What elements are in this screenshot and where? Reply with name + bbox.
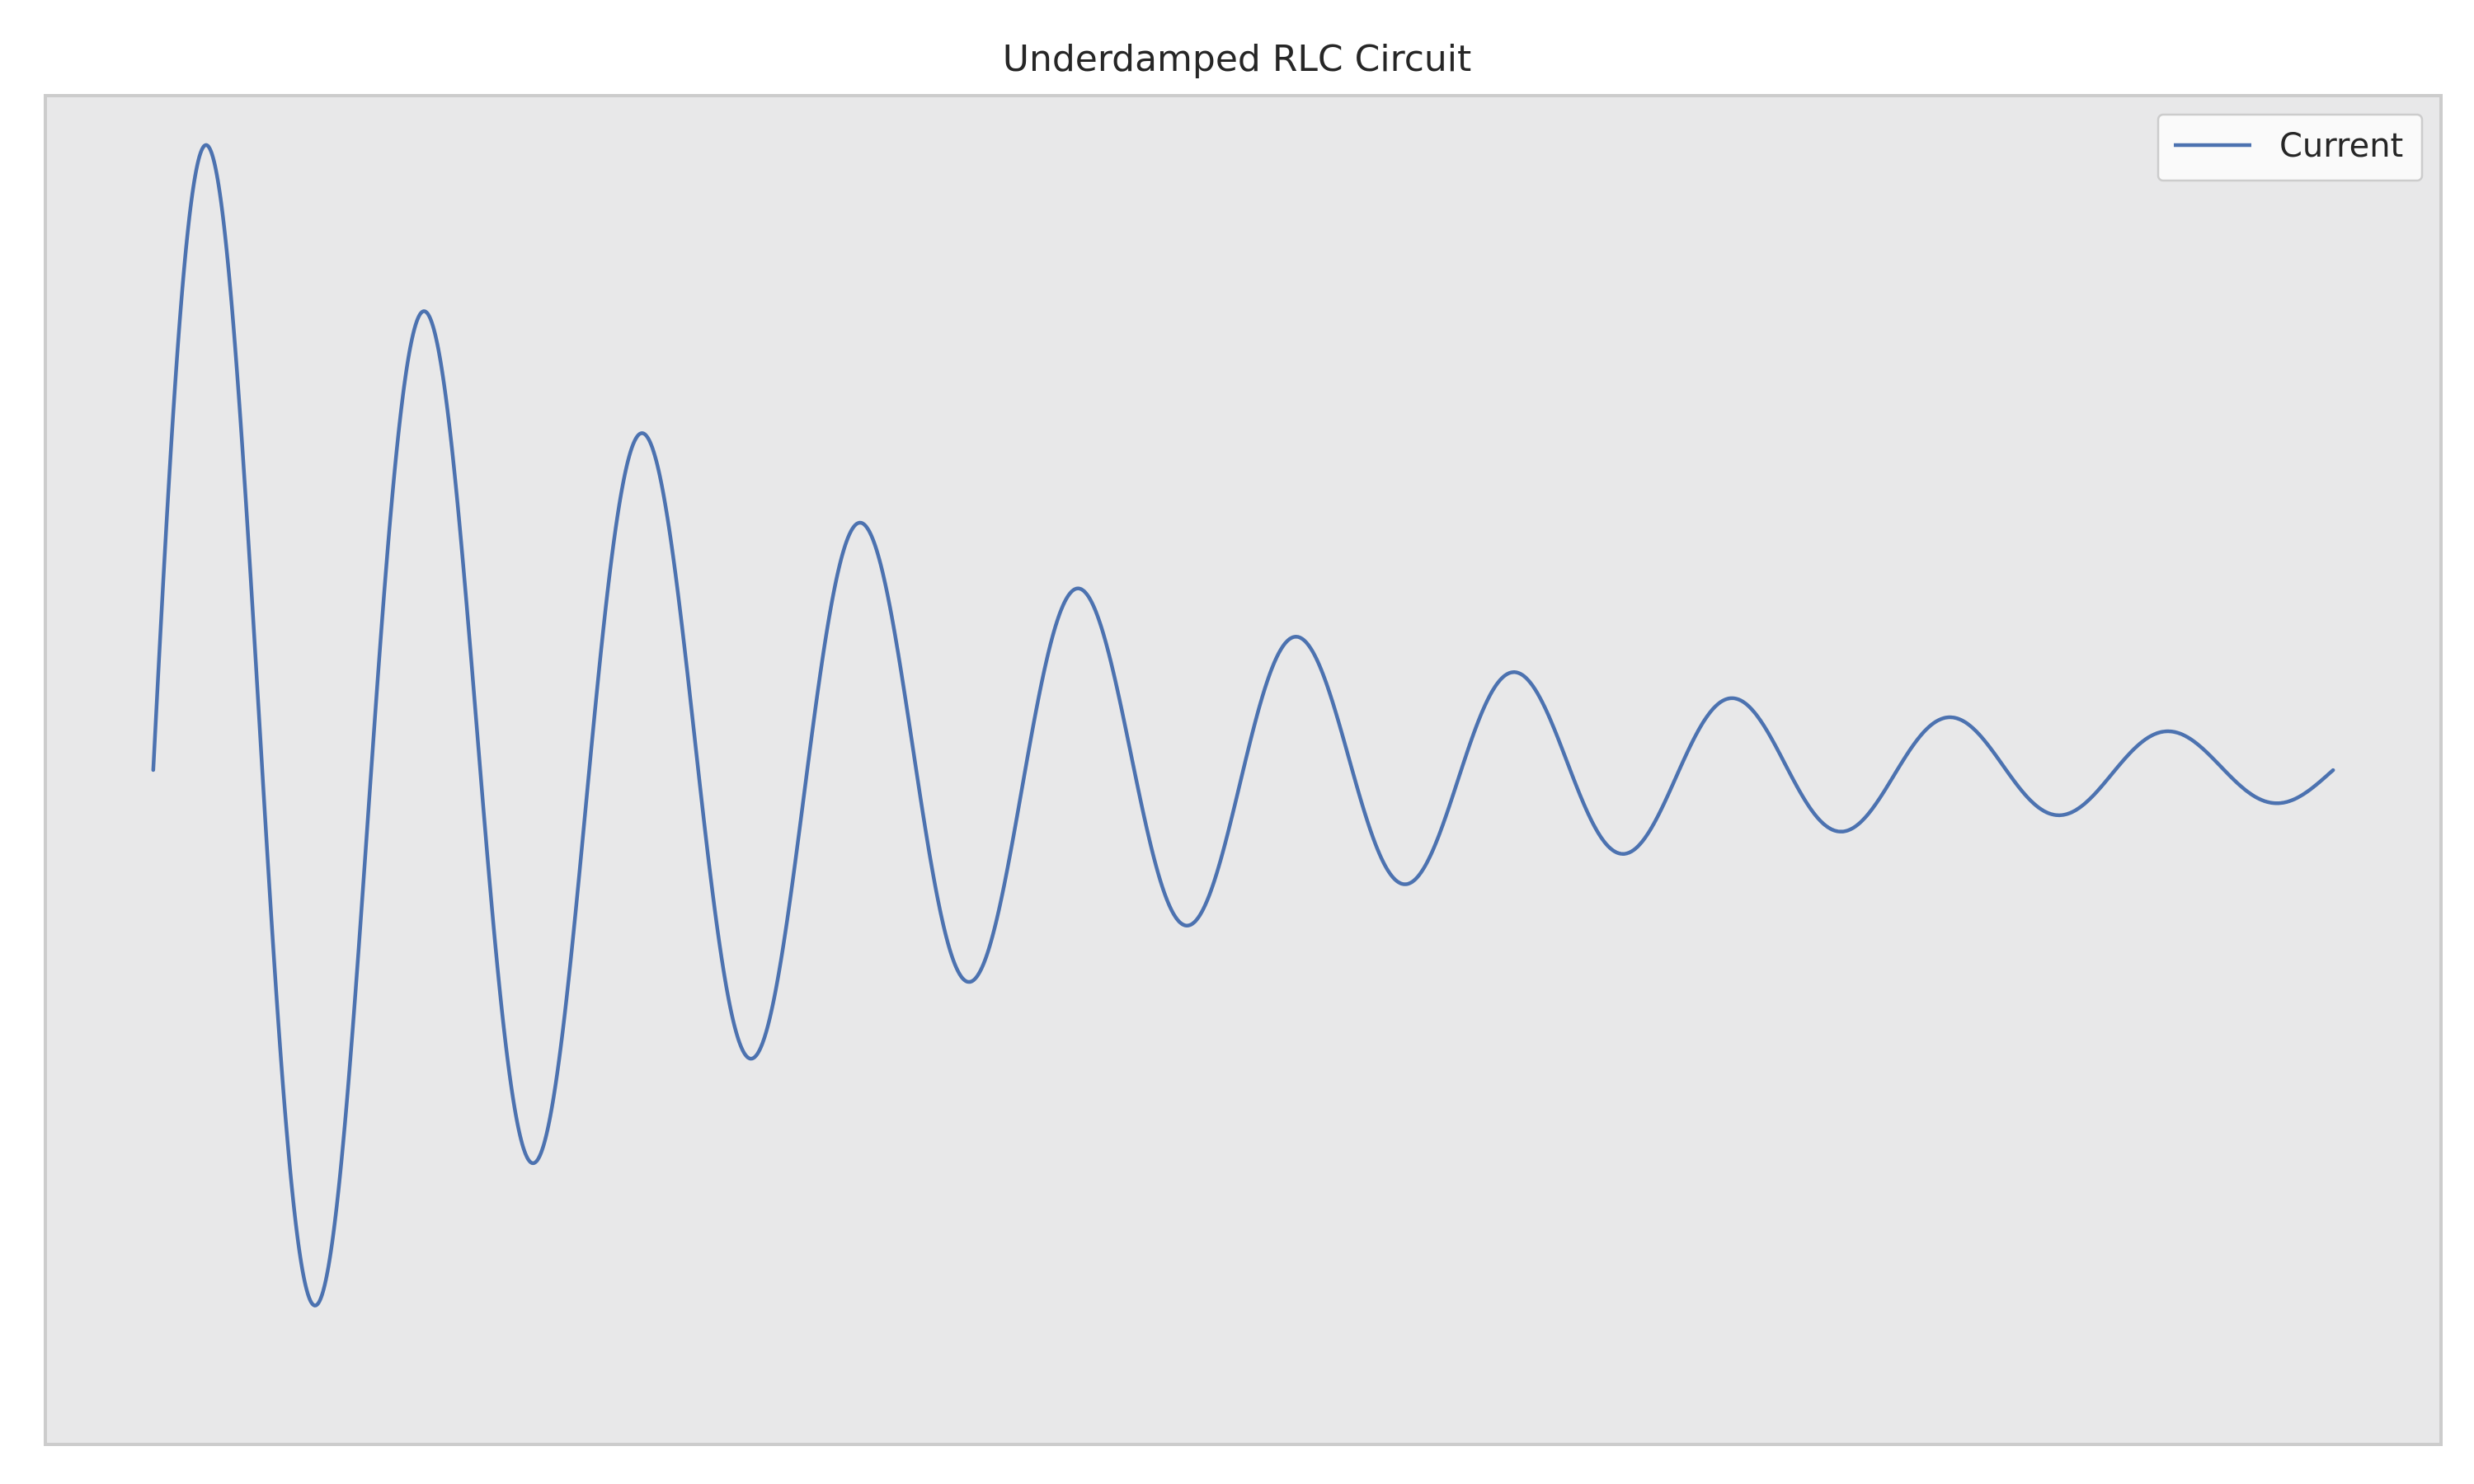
legend: Current: [2157, 113, 2424, 182]
chart-title: Underdamped RLC Circuit: [1002, 38, 1472, 80]
legend-box: [2157, 113, 2424, 182]
series-line-current: [151, 143, 2335, 1308]
legend-label-current: Current: [2279, 127, 2403, 165]
